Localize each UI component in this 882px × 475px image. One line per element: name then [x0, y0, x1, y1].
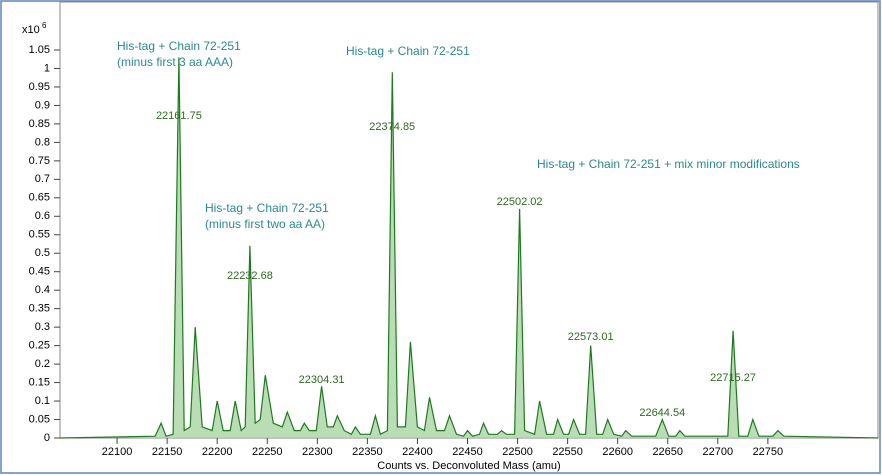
- annotation: (minus first 3 aa AAA): [117, 55, 233, 69]
- y-tick-label: 0.65: [29, 192, 50, 204]
- y-tick-label: 0.25: [29, 340, 50, 352]
- annotation: (minus first two aa AA): [205, 217, 325, 231]
- y-tick-label: 0.35: [29, 303, 50, 315]
- y-tick-label: 0.6: [35, 210, 50, 222]
- x-tick-label: 22600: [602, 446, 633, 458]
- y-tick-label: 0.1: [35, 395, 50, 407]
- y-tick-label: 0.15: [29, 376, 50, 388]
- y-tick-label: 0.45: [29, 266, 50, 278]
- peak-label: 22161.75: [156, 110, 202, 122]
- x-tick-label: 22700: [703, 446, 734, 458]
- x-tick-label: 22750: [753, 446, 784, 458]
- y-tick-label: 0.4: [35, 284, 50, 296]
- y-multiplier: x10: [22, 24, 40, 36]
- y-tick-label: 0.9: [35, 99, 50, 111]
- y-tick-label: 0.75: [29, 155, 50, 167]
- x-tick-label: 22450: [452, 446, 483, 458]
- x-tick-label: 22650: [652, 446, 683, 458]
- y-tick-label: 0.3: [35, 321, 50, 333]
- y-tick-label: 1.05: [29, 44, 50, 56]
- peak-label: 22374.85: [369, 121, 415, 133]
- y-tick-label: 0: [44, 432, 50, 444]
- x-tick-label: 22100: [102, 446, 133, 458]
- peak-label: 22644.54: [639, 407, 685, 419]
- y-tick-label: 0.8: [35, 136, 50, 148]
- peak-label: 22573.01: [568, 331, 614, 343]
- x-tick-label: 22150: [152, 446, 183, 458]
- x-tick-label: 22400: [402, 446, 433, 458]
- y-tick-label: 0.95: [29, 81, 50, 93]
- y-tick-label: 0.55: [29, 229, 50, 241]
- annotation: His-tag + Chain 72-251: [117, 39, 241, 53]
- x-axis-label: Counts vs. Deconvoluted Mass (amu): [377, 460, 560, 472]
- y-tick-label: 0.7: [35, 173, 50, 185]
- x-tick-label: 22350: [352, 446, 383, 458]
- x-tick-label: 22550: [552, 446, 583, 458]
- annotation: His-tag + Chain 72-251 + mix minor modif…: [537, 157, 800, 171]
- y-multiplier-exponent: 6: [42, 21, 47, 30]
- y-tick-label: 0.85: [29, 118, 50, 130]
- y-tick-label: 0.5: [35, 247, 50, 259]
- x-tick-label: 22300: [302, 446, 333, 458]
- annotation: His-tag + Chain 72-251: [346, 44, 470, 58]
- spectrum-line: [59, 57, 879, 439]
- x-tick-label: 22250: [252, 446, 283, 458]
- peak-label: 22502.02: [497, 196, 543, 208]
- peak-label: 22304.31: [299, 374, 345, 386]
- annotation: His-tag + Chain 72-251: [205, 201, 329, 215]
- y-tick-label: 1: [44, 62, 50, 74]
- y-tick-label: 0.2: [35, 358, 50, 370]
- peak-label: 22715.27: [710, 372, 756, 384]
- peak-label: 22232.68: [227, 270, 273, 282]
- y-tick-label: 0.05: [29, 413, 50, 425]
- x-tick-label: 22500: [502, 446, 533, 458]
- x-tick-label: 22200: [202, 446, 233, 458]
